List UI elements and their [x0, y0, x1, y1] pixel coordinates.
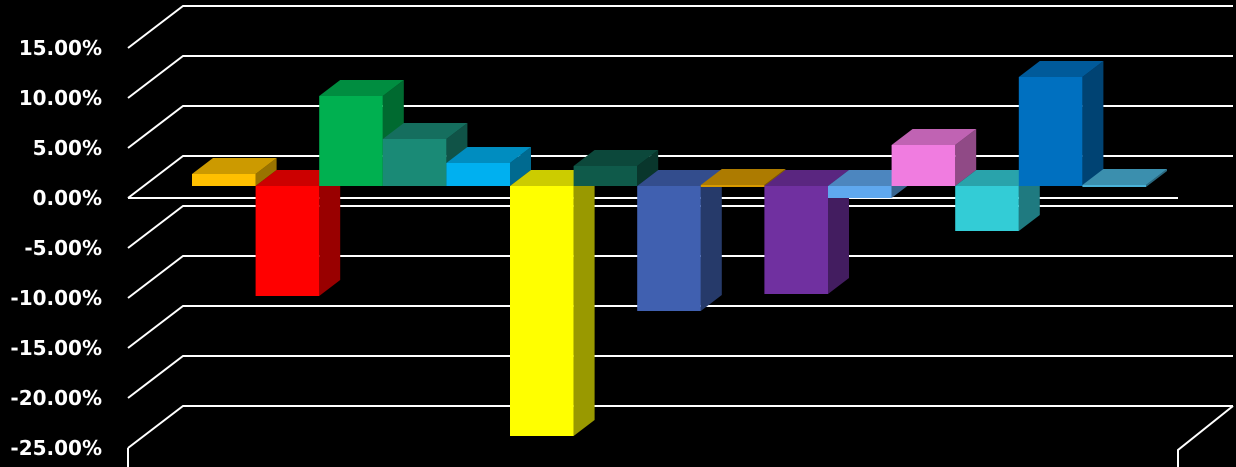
bar-top [255, 170, 341, 186]
y-tick-label: -5.00% [24, 236, 102, 260]
bar-top [573, 150, 659, 166]
bar-top [891, 129, 977, 145]
bar-top [764, 170, 849, 186]
bar-front [446, 163, 510, 186]
bar [255, 170, 341, 296]
gridline [127, 55, 1233, 99]
gridline [127, 305, 1233, 349]
bar-top [192, 158, 277, 174]
bar-front [700, 185, 765, 187]
y-tick-label: 10.00% [19, 86, 102, 110]
bar-top [700, 169, 786, 185]
bar-side [255, 158, 277, 186]
y-tick-label: 0.00% [33, 186, 102, 210]
bar-side [573, 170, 595, 436]
y-tick-label: 15.00% [19, 36, 102, 60]
bar-top [955, 170, 1040, 186]
bar [573, 150, 659, 186]
bar-front [637, 186, 701, 311]
bar-top [446, 147, 531, 163]
bar-side [1082, 61, 1104, 186]
bar [764, 170, 849, 294]
y-tick-label: -15.00% [10, 336, 102, 360]
bar-front [510, 186, 574, 436]
bar-top [828, 170, 913, 186]
bar [382, 123, 468, 186]
bar-front [255, 186, 320, 296]
bar-top [382, 123, 468, 139]
bar-top [1082, 169, 1167, 185]
bar-front [573, 166, 638, 186]
bar-top [510, 170, 595, 186]
bar-side [828, 170, 849, 294]
bar-side [637, 150, 659, 186]
bar [192, 158, 277, 186]
gridline [127, 5, 1233, 49]
bar [446, 147, 531, 186]
bar [637, 170, 722, 311]
bar-front [382, 139, 447, 186]
bar [891, 129, 977, 186]
bar-front [1018, 77, 1083, 186]
bar-front [319, 96, 383, 186]
gridline [127, 255, 1233, 299]
bar [1018, 61, 1104, 186]
bar-front [192, 174, 256, 186]
bar-front [891, 145, 956, 186]
gridline [127, 355, 1233, 399]
y-tick-layer: 15.00% 10.00% 5.00% 0.00% -5.00% -10.00% -15.0… [10, 36, 102, 460]
bar-side [319, 170, 341, 296]
bar-top [319, 80, 404, 96]
bar-top [637, 170, 722, 186]
bar [510, 170, 595, 436]
gridline [127, 155, 1233, 199]
bar-side [955, 129, 977, 186]
y-tick-label: 5.00% [33, 136, 102, 160]
bar-front [1082, 185, 1146, 187]
bar-top [1018, 61, 1104, 77]
bar-side [1146, 169, 1167, 187]
bar-front [828, 186, 892, 198]
bar [1082, 169, 1167, 187]
y-tick-label: -10.00% [10, 286, 102, 310]
bar-front [955, 186, 1019, 231]
gridline [127, 105, 1233, 149]
bar-layer [192, 61, 1167, 436]
floor-edge [127, 405, 1234, 467]
y-tick-label: -20.00% [10, 386, 102, 410]
gridline [127, 405, 1233, 449]
y-tick-label: -25.00% [10, 436, 102, 460]
bar-side [510, 147, 531, 186]
bar-front [764, 186, 828, 294]
gridline [127, 205, 1233, 249]
bar-side [700, 170, 722, 311]
